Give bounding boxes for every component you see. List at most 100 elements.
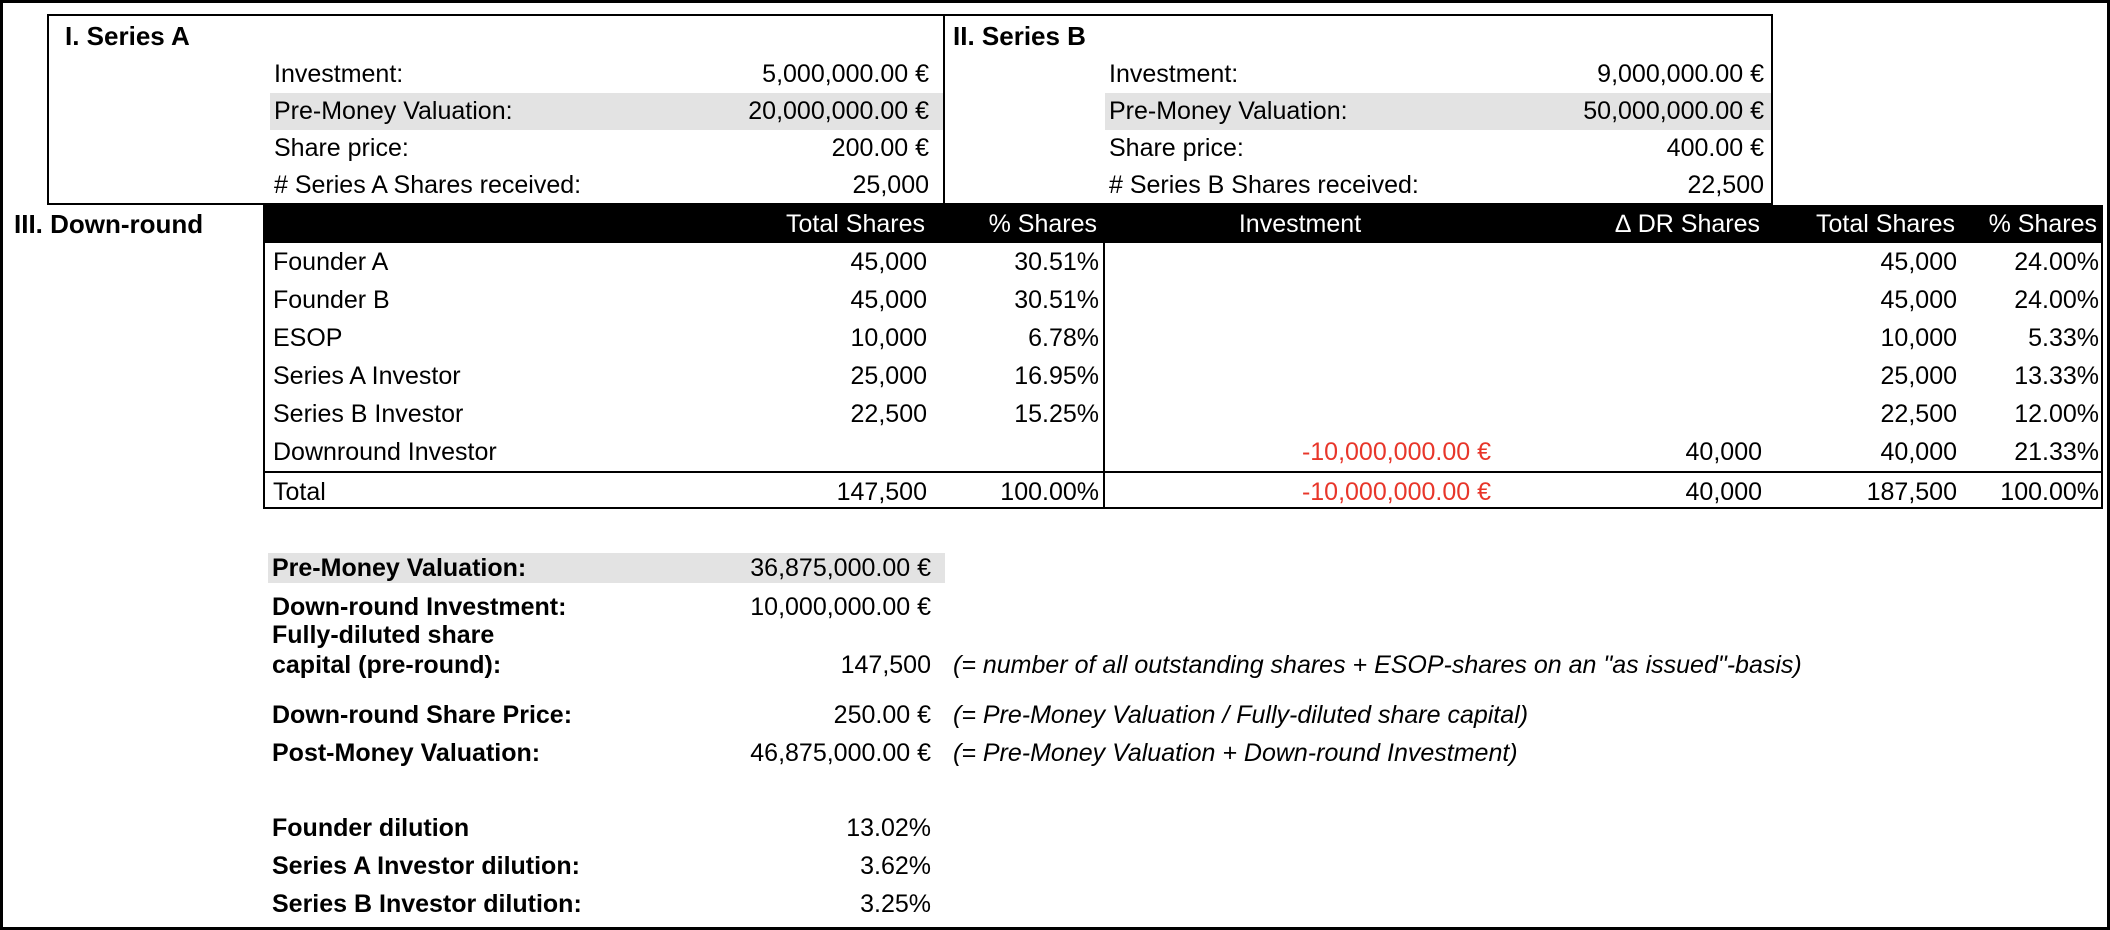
header-total-shares: Total Shares [786, 209, 925, 238]
row-name: Total [273, 477, 326, 506]
row-name: Series B Investor [273, 399, 464, 428]
summary-label: Pre-Money Valuation: [272, 554, 527, 582]
table-row-series-b-investor: Series B Investor 22,500 15.25% 22,500 1… [265, 395, 2101, 433]
cell-pct-shares: 30.51% [1014, 247, 1099, 276]
cell-pct-shares-after: 12.00% [2014, 399, 2099, 428]
row-name: Series A Investor [273, 361, 461, 390]
series-b-shareprice-row: Share price: 400.00 € [1105, 130, 1771, 167]
table-column-divider [1103, 243, 1105, 507]
dilution-value: 3.25% [860, 890, 931, 918]
row-label: Investment: [1109, 60, 1239, 88]
cell-pct-shares: 6.78% [1028, 323, 1099, 352]
dilution-series-b-row: Series B Investor dilution: 3.25% [268, 885, 945, 923]
cell-total-shares: 25,000 [850, 361, 927, 390]
cell-total-shares-after: 187,500 [1866, 477, 1957, 506]
row-value: 400.00 € [1666, 134, 1764, 162]
dilution-value: 13.02% [846, 814, 931, 842]
table-row-series-a-investor: Series A Investor 25,000 16.95% 25,000 1… [265, 357, 2101, 395]
cell-dr-shares: 40,000 [1685, 477, 1762, 506]
table-row-total: Total 147,500 100.00% -10,000,000.00 € 4… [265, 471, 2101, 507]
cell-pct-shares-after: 24.00% [2014, 285, 2099, 314]
row-name: Founder A [273, 247, 389, 276]
downround-table: Founder A 45,000 30.51% 45,000 24.00% Fo… [263, 243, 2103, 509]
series-b-panel: II. Series B Investment: 9,000,000.00 € … [943, 14, 1773, 205]
cell-total-shares-after: 45,000 [1880, 247, 1957, 276]
cell-investment: -10,000,000.00 € [1301, 437, 1491, 466]
header-total-shares-after: Total Shares [1816, 209, 1955, 238]
table-row-founder-b: Founder B 45,000 30.51% 45,000 24.00% [265, 281, 2101, 319]
cell-total-shares: 22,500 [850, 399, 927, 428]
series-a-shares-row: # Series A Shares received: 25,000 [270, 167, 943, 204]
row-name: ESOP [273, 323, 343, 352]
cell-pct-shares: 15.25% [1014, 399, 1099, 428]
header-pct-shares: % Shares [988, 209, 1097, 238]
dilution-founder-row: Founder dilution 13.02% [268, 809, 945, 847]
cell-investment: -10,000,000.00 € [1301, 477, 1491, 506]
downround-table-header: Total Shares % Shares Investment ∆ DR Sh… [263, 205, 2103, 243]
row-value: 22,500 [1687, 171, 1764, 199]
series-a-title: I. Series A [65, 20, 190, 51]
header-investment: Investment [1238, 209, 1362, 238]
cell-pct-shares-after: 21.33% [2014, 437, 2099, 466]
summary-value: 36,875,000.00 € [750, 554, 931, 582]
series-a-panel: I. Series A Investment: 5,000,000.00 € P… [47, 14, 945, 205]
summary-label: Down-round Share Price: [272, 701, 573, 729]
row-value: 5,000,000.00 € [762, 60, 929, 88]
cell-total-shares: 10,000 [850, 323, 927, 352]
summary-value: 10,000,000.00 € [750, 593, 931, 621]
cell-total-shares-after: 40,000 [1880, 437, 1957, 466]
row-value: 200.00 € [831, 134, 929, 162]
summary-note: (= Pre-Money Valuation + Down-round Inve… [953, 739, 1518, 767]
summary-note: (= Pre-Money Valuation / Fully-diluted s… [953, 701, 1529, 729]
header-pct-shares-after: % Shares [1988, 209, 2097, 238]
downround-section-title: III. Down-round [14, 208, 204, 239]
summary-label: Down-round Investment: [272, 593, 567, 621]
summary-value: 46,875,000.00 € [750, 739, 931, 767]
cell-pct-shares: 30.51% [1014, 285, 1099, 314]
dilution-series-a-row: Series A Investor dilution: 3.62% [268, 847, 945, 885]
series-b-shares-row: # Series B Shares received: 22,500 [1105, 167, 1771, 204]
cell-pct-shares-after: 24.00% [2014, 247, 2099, 276]
series-b-investment-row: Investment: 9,000,000.00 € [1105, 56, 1771, 93]
row-label: # Series A Shares received: [274, 171, 582, 199]
summary-postmoney-row: Post-Money Valuation: 46,875,000.00 € (=… [268, 734, 1518, 772]
dilution-label: Founder dilution [272, 814, 470, 842]
row-value: 50,000,000.00 € [1583, 97, 1764, 125]
summary-label: Fully-diluted share capital (pre-round): [272, 621, 502, 679]
cell-total-shares-after: 45,000 [1880, 285, 1957, 314]
row-name: Founder B [273, 285, 390, 314]
row-label: Investment: [274, 60, 404, 88]
summary-note: (= number of all outstanding shares + ES… [953, 651, 1802, 679]
dilution-label: Series B Investor dilution: [272, 890, 582, 918]
cell-total-shares-after: 25,000 [1880, 361, 1957, 390]
row-label: Pre-Money Valuation: [1109, 97, 1348, 125]
cell-total-shares: 45,000 [850, 247, 927, 276]
row-label: # Series B Shares received: [1109, 171, 1419, 199]
summary-label: Post-Money Valuation: [272, 739, 541, 767]
cell-pct-shares-after: 100.00% [2000, 477, 2099, 506]
summary-value: 250.00 € [833, 701, 931, 729]
series-a-investment-row: Investment: 5,000,000.00 € [270, 56, 943, 93]
table-row-founder-a: Founder A 45,000 30.51% 45,000 24.00% [265, 243, 2101, 281]
row-name: Downround Investor [273, 437, 497, 466]
series-a-premoney-row: Pre-Money Valuation: 20,000,000.00 € [270, 93, 943, 130]
cell-total-shares: 45,000 [850, 285, 927, 314]
cell-pct-shares-after: 5.33% [2028, 323, 2099, 352]
series-b-premoney-row: Pre-Money Valuation: 50,000,000.00 € [1105, 93, 1771, 130]
series-b-title: II. Series B [953, 20, 1086, 51]
row-label: Pre-Money Valuation: [274, 97, 513, 125]
cell-total-shares: 147,500 [836, 477, 927, 506]
row-label: Share price: [1109, 134, 1244, 162]
summary-fully-diluted-row: Fully-diluted share capital (pre-round):… [268, 620, 1802, 680]
row-value: 9,000,000.00 € [1597, 60, 1764, 88]
series-a-shareprice-row: Share price: 200.00 € [270, 130, 943, 167]
summary-dr-share-price-row: Down-round Share Price: 250.00 € (= Pre-… [268, 696, 1528, 734]
cell-pct-shares: 100.00% [1000, 477, 1099, 506]
header-delta-dr-shares: ∆ DR Shares [1615, 209, 1760, 238]
row-value: 20,000,000.00 € [748, 97, 929, 125]
summary-premoney-row: Pre-Money Valuation: 36,875,000.00 € [268, 549, 953, 587]
cell-total-shares-after: 10,000 [1880, 323, 1957, 352]
cell-dr-shares: 40,000 [1685, 437, 1762, 466]
table-row-esop: ESOP 10,000 6.78% 10,000 5.33% [265, 319, 2101, 357]
